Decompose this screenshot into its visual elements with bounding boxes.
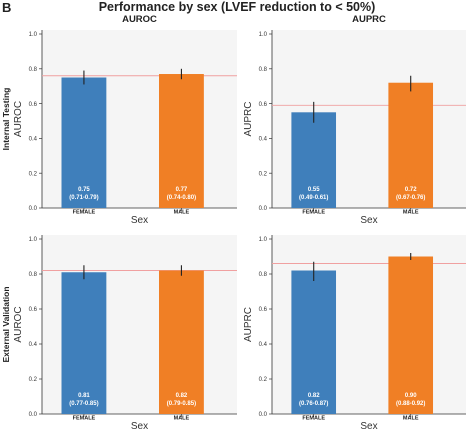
x-tick-label: FEMALE [73, 416, 96, 422]
bar-ci-label: (0.67-0.76) [396, 195, 425, 201]
y-tick-label: 1.0 [29, 237, 38, 243]
y-tick-label: 0.4 [259, 342, 268, 348]
bar-male [388, 256, 434, 414]
bar-value-label: 0.55 [308, 187, 320, 193]
y-tick-label: 0.0 [29, 412, 38, 418]
bar-value-label: 0.77 [176, 187, 188, 193]
x-tick-label: MALE [174, 416, 190, 422]
x-tick-label: MALE [174, 210, 190, 216]
y-tick-label: 0.8 [29, 67, 38, 73]
x-tick-label: MALE [403, 416, 419, 422]
figure-title: Performance by sex (LVEF reduction to < … [98, 0, 376, 14]
bar-value-label: 0.82 [308, 393, 320, 399]
row-label: External Validation [1, 286, 11, 362]
bar-value-label: 0.81 [78, 393, 90, 399]
y-axis-label: AUROC [13, 306, 24, 342]
y-tick-label: 0.2 [29, 377, 38, 383]
bar-ci-label: (0.88-0.92) [396, 401, 425, 407]
bar-ci-label: (0.79-0.85) [167, 401, 196, 407]
y-tick-label: 0.6 [259, 102, 268, 108]
bar-value-label: 0.90 [405, 393, 417, 399]
row-label: Internal Testing [1, 88, 11, 151]
subplot-4: 0.0 0.2 0.4 0.6 0.8 1.0 AUPRC 0.82 (0.76-0.87) FE… [243, 235, 466, 431]
bar-ci-label: (0.76-0.87) [299, 401, 328, 407]
x-axis-label: Sex [131, 421, 148, 431]
y-tick-label: 0.0 [259, 206, 268, 212]
y-tick-label: 0.4 [259, 137, 268, 143]
subplot-title: AUROC [122, 14, 157, 25]
y-tick-label: 0.0 [29, 206, 38, 212]
bar-ci-label: (0.71-0.79) [69, 195, 98, 201]
y-tick-label: 0.0 [259, 412, 268, 418]
y-tick-label: 0.8 [259, 67, 268, 73]
y-tick-label: 0.4 [29, 342, 38, 348]
x-axis-label: Sex [360, 215, 377, 226]
bar-ci-label: (0.74-0.80) [167, 195, 196, 201]
y-axis-label: AUPRC [243, 307, 254, 342]
y-tick-label: 0.8 [259, 272, 268, 278]
y-tick-label: 1.0 [259, 32, 268, 38]
bar-value-label: 0.82 [176, 393, 188, 399]
y-tick-label: 0.8 [29, 272, 38, 278]
subplot-title: AUPRC [352, 14, 386, 25]
x-tick-label: FEMALE [73, 210, 96, 216]
x-axis-label: Sex [131, 215, 148, 226]
bar-female [291, 270, 337, 414]
y-tick-label: 0.2 [29, 171, 38, 177]
bar-female [61, 272, 107, 414]
y-tick-label: 0.4 [29, 137, 38, 143]
bar-female [61, 77, 107, 208]
bar-male [159, 74, 204, 209]
y-axis-label: AUPRC [243, 101, 254, 136]
x-tick-label: MALE [403, 210, 419, 216]
x-tick-label: FEMALE [302, 416, 325, 422]
y-tick-label: 0.2 [259, 377, 268, 383]
panel-letter: B [2, 0, 12, 15]
subplot-2: AUPRC 0.0 0.2 0.4 0.6 0.8 1.0 AUPRC 0.55 (0.49-0.… [243, 14, 466, 226]
bar-ci-label: (0.49-0.61) [299, 195, 328, 201]
y-axis-label: AUROC [13, 101, 24, 137]
bar-value-label: 0.72 [405, 187, 417, 193]
bar-male [388, 82, 434, 208]
y-tick-label: 0.6 [259, 307, 268, 313]
y-tick-label: 0.6 [29, 102, 38, 108]
y-tick-label: 0.2 [259, 171, 268, 177]
bar-ci-label: (0.77-0.85) [69, 401, 98, 407]
bar-male [159, 270, 204, 414]
y-tick-label: 1.0 [29, 32, 38, 38]
bar-value-label: 0.75 [78, 187, 90, 193]
x-tick-label: FEMALE [302, 210, 325, 216]
y-tick-label: 0.6 [29, 307, 38, 313]
bar-female [291, 112, 337, 208]
x-axis-label: Sex [360, 421, 377, 431]
y-tick-label: 1.0 [259, 237, 268, 243]
